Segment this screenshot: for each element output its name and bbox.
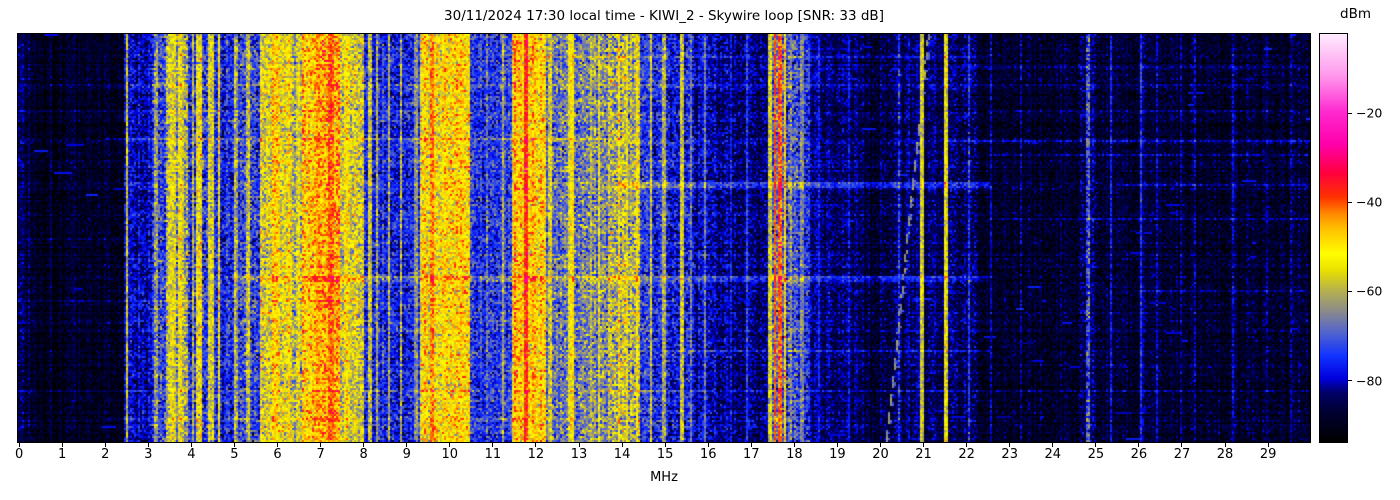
x-tick-mark [1181,443,1183,447]
x-tick-mark [1224,443,1226,447]
x-tick-label: 10 [441,447,459,462]
x-tick-mark [104,443,106,447]
x-tick-label: 24 [1044,447,1062,462]
x-tick-label: 26 [1130,447,1148,462]
x-tick-mark [277,443,279,447]
x-tick-mark [1095,443,1097,447]
x-tick-label: 6 [273,447,282,462]
colorbar-tick-mark [1348,112,1352,114]
x-tick-mark [61,443,63,447]
x-tick-label: 14 [613,447,631,462]
colorbar-tick-mark [1348,380,1352,382]
x-tick-mark [1009,443,1011,447]
x-tick-label: 16 [699,447,717,462]
x-tick-label: 21 [915,447,932,462]
colorbar-tick-label: −40 [1356,194,1383,210]
colorbar-tick-mark [1348,290,1352,292]
x-tick-label: 3 [144,447,153,462]
x-tick-mark [707,443,709,447]
x-tick-label: 4 [187,447,196,462]
x-tick-mark [621,443,623,447]
x-tick-label: 1 [58,447,67,462]
x-tick-label: 23 [1001,447,1018,462]
x-tick-mark [578,443,580,447]
colorbar-tick-label: −80 [1356,373,1383,389]
x-tick-label: 15 [656,447,674,462]
x-tick-mark [923,443,925,447]
colorbar-unit-label: dBm [1340,6,1371,22]
x-tick-mark [750,443,752,447]
x-tick-mark [836,443,838,447]
x-tick-label: 0 [14,447,24,462]
x-tick-mark [966,443,968,447]
x-tick-mark [18,443,20,447]
x-tick-label: 20 [872,447,889,462]
x-tick-mark [449,443,451,447]
x-tick-label: 29 [1259,447,1277,462]
colorbar-tick-label: −20 [1356,105,1383,121]
x-tick-mark [320,443,322,447]
x-tick-label: 7 [316,447,325,462]
x-tick-mark [535,443,537,447]
waterfall-canvas [18,34,1310,442]
x-tick-mark [492,443,494,447]
x-tick-label: 2 [101,447,110,462]
waterfall-plot [17,33,1311,443]
x-tick-mark [406,443,408,447]
x-tick-label: 22 [958,447,975,462]
x-axis-label: MHz [650,470,678,485]
x-tick-label: 28 [1216,447,1234,462]
x-tick-mark [1052,443,1054,447]
figure-title: 30/11/2024 17:30 local time - KIWI_2 - S… [444,8,884,24]
x-tick-label: 12 [527,447,545,462]
x-tick-label: 9 [402,447,411,462]
x-tick-label: 18 [786,447,803,462]
x-tick-label: 25 [1087,447,1105,462]
x-tick-label: 5 [230,447,239,462]
x-tick-label: 11 [484,447,502,462]
x-tick-mark [1267,443,1269,447]
colorbar-tick-mark [1348,201,1352,203]
x-tick-mark [233,443,235,447]
x-tick-label: 8 [359,447,368,462]
x-tick-mark [190,443,192,447]
x-tick-mark [1138,443,1140,447]
x-tick-mark [363,443,365,447]
colorbar-tick-label: −60 [1356,283,1383,299]
x-tick-label: 19 [829,447,846,462]
x-tick-mark [664,443,666,447]
colorbar [1319,33,1348,443]
x-tick-mark [793,443,795,447]
x-tick-mark [147,443,149,447]
x-tick-label: 27 [1173,447,1191,462]
colorbar-gradient [1320,34,1347,442]
x-tick-label: 17 [743,447,760,462]
x-tick-label: 13 [570,447,588,462]
x-tick-mark [880,443,881,447]
